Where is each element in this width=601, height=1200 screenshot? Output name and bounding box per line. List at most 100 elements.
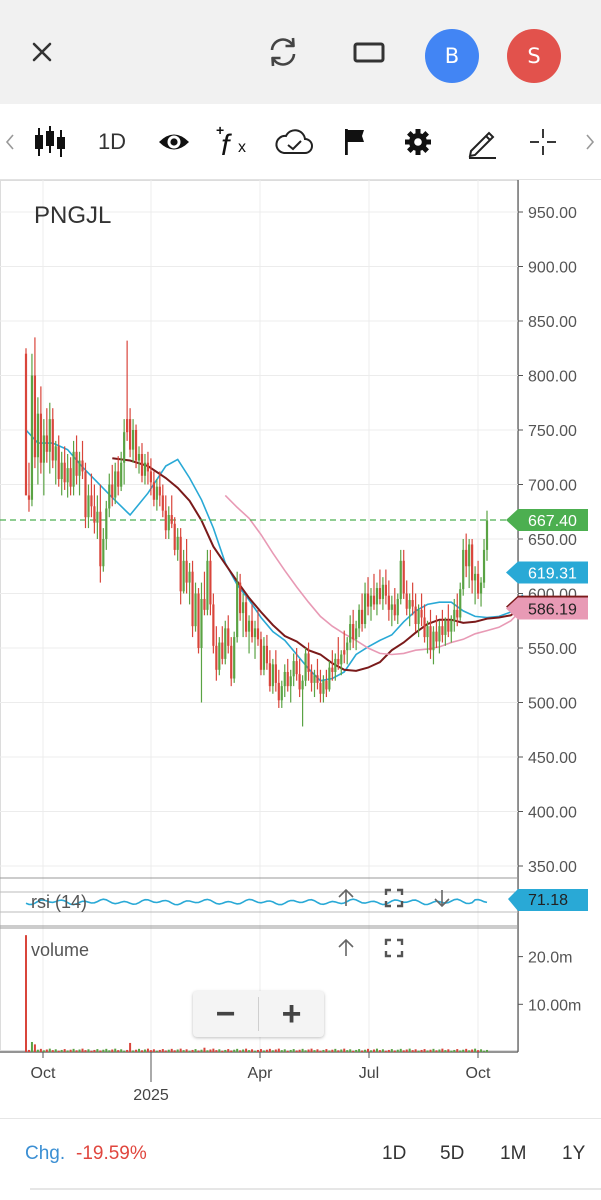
rsi-move-up-icon	[338, 888, 354, 906]
candle-body	[36, 413, 39, 458]
candle-body	[298, 674, 301, 690]
candle-body	[57, 446, 60, 480]
candlestick-icon[interactable]	[30, 104, 70, 180]
pencil-icon[interactable]	[462, 104, 502, 180]
function-icon[interactable]: + f x	[212, 104, 254, 180]
candle-body	[63, 462, 66, 483]
flag-icon[interactable]	[338, 104, 372, 180]
chart-svg[interactable]: 350.00400.00450.00500.00550.00600.00650.…	[0, 180, 601, 1118]
candle-body	[78, 460, 81, 476]
candle-body	[378, 588, 382, 599]
eye-icon[interactable]	[154, 104, 194, 180]
candle	[167, 506, 170, 539]
range-5d-button[interactable]: 5D	[440, 1143, 465, 1164]
avatar-s[interactable]: S	[507, 29, 561, 83]
volume-bar	[215, 1050, 218, 1052]
volume-bar	[120, 1049, 123, 1052]
year-label: 2025	[133, 1087, 169, 1104]
candle	[90, 473, 93, 518]
volume-bar	[66, 1050, 69, 1052]
candle-body	[450, 620, 453, 632]
candle	[280, 680, 283, 708]
volume-bar	[372, 1049, 375, 1052]
candle	[126, 340, 129, 441]
crosshair-icon[interactable]	[524, 104, 562, 180]
range-1m-button[interactable]: 1M	[500, 1143, 527, 1164]
candle	[173, 517, 176, 556]
window-icon[interactable]	[348, 0, 390, 104]
candle	[149, 458, 153, 496]
volume-bar	[414, 1049, 417, 1052]
candle	[24, 348, 28, 496]
candle	[48, 402, 51, 474]
candle	[283, 664, 286, 698]
avatar-b[interactable]: B	[425, 29, 479, 83]
volume-bar	[462, 1049, 465, 1052]
candle-body	[75, 451, 78, 476]
gear-icon[interactable]	[400, 104, 436, 180]
candle	[360, 593, 364, 632]
candle	[313, 669, 316, 698]
interval-button[interactable]: 1D	[97, 129, 127, 154]
range-1y-button[interactable]: 1Y	[562, 1143, 586, 1164]
y-tick-label: 800.00	[528, 369, 577, 386]
volume-bar	[420, 1049, 423, 1052]
volume-bar	[289, 1049, 292, 1052]
range-1d-button[interactable]: 1D	[382, 1143, 407, 1164]
candle	[447, 604, 450, 638]
candle-body	[420, 609, 423, 618]
volume-bar	[441, 1048, 444, 1052]
chart-area[interactable]: 350.00 400.00 450.00 500.00 550.00 600.00 650.…	[0, 180, 601, 1118]
candle-body	[369, 595, 373, 607]
candle	[304, 648, 307, 687]
candle-body	[343, 650, 346, 655]
candle	[224, 620, 227, 665]
volume-bar	[164, 1050, 167, 1052]
candle-body	[304, 653, 307, 681]
volume-bar	[93, 1049, 96, 1052]
candle	[456, 593, 459, 627]
volume-bar	[84, 1050, 87, 1052]
last-price-tag-text: 667.40	[528, 513, 577, 530]
volume-bar	[310, 1048, 313, 1052]
candle	[485, 510, 489, 561]
last-price-tag-shape	[506, 509, 588, 532]
volume-bar	[331, 1049, 334, 1052]
volume-bar	[486, 1049, 488, 1052]
candle-body	[372, 595, 376, 605]
candle-body	[131, 430, 135, 450]
candle	[441, 609, 444, 643]
cloud-icon[interactable]	[272, 104, 316, 180]
candle-body	[66, 468, 69, 483]
refresh-icon[interactable]	[262, 0, 304, 104]
volume-expand-icon	[384, 938, 404, 958]
rsi-line	[25, 898, 488, 906]
candle-body	[259, 639, 263, 670]
volume-bar	[277, 1048, 280, 1052]
candle-body	[33, 375, 37, 458]
close-icon[interactable]	[22, 0, 62, 104]
volume-bar	[381, 1049, 384, 1052]
chevron-right-icon[interactable]	[580, 104, 600, 180]
zoom-out-button[interactable]: −	[215, 994, 236, 1033]
volume-bar	[384, 1050, 387, 1052]
volume-bar	[417, 1050, 420, 1052]
volume-move-up-icon	[338, 938, 354, 956]
candle	[244, 595, 248, 638]
volume-bar	[135, 1049, 138, 1052]
candle	[384, 569, 387, 605]
candle-body	[149, 471, 153, 483]
volume-bar	[361, 1050, 364, 1052]
chevron-left-icon[interactable]	[0, 104, 20, 180]
rsi-label: rsi (14)	[31, 892, 87, 912]
candle-body	[271, 664, 274, 687]
candle	[322, 675, 325, 703]
candle-body	[244, 602, 248, 632]
volume-bar	[132, 1050, 135, 1052]
zoom-in-button[interactable]: +	[281, 994, 302, 1033]
volume-bar	[408, 1048, 411, 1052]
volume-bar	[182, 1050, 185, 1052]
volume-bar	[158, 1049, 161, 1052]
candle	[393, 588, 396, 621]
candle-body	[247, 620, 251, 632]
